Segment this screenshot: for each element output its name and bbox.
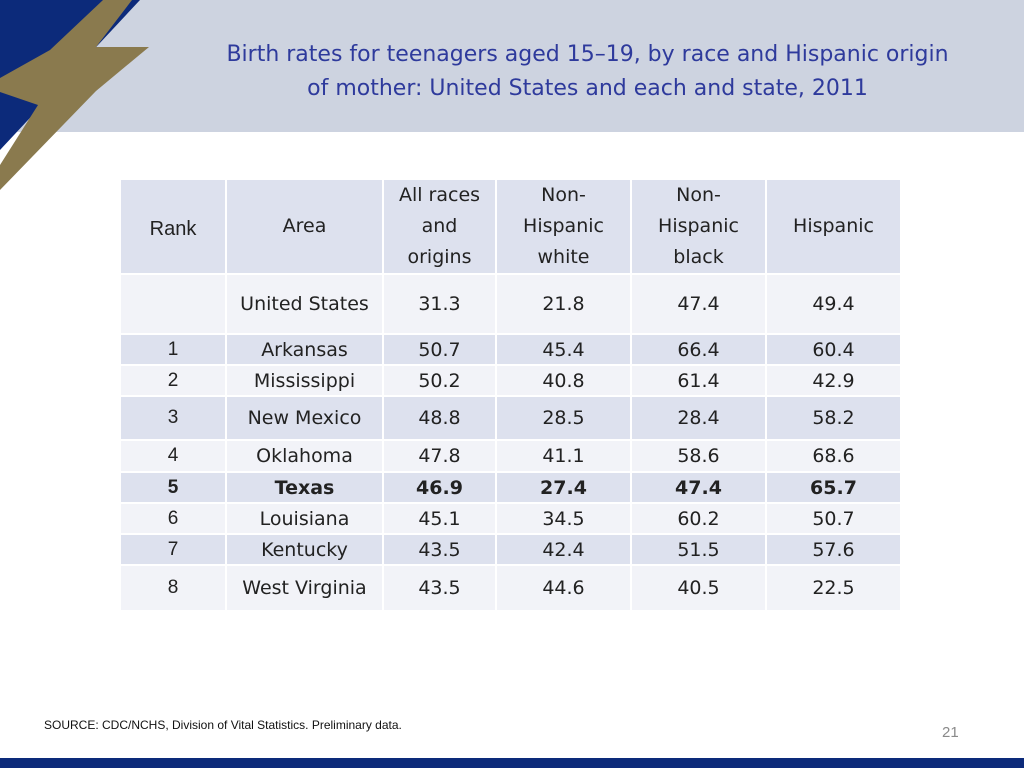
hispanic-cell: 58.2 xyxy=(767,397,900,439)
non-hispanic-white-cell: 45.4 xyxy=(497,335,630,364)
page-title: Birth rates for teenagers aged 15–19, by… xyxy=(200,38,975,106)
header-non-hispanic-black: Non- Hispanic black xyxy=(632,180,765,273)
non-hispanic-white-cell: 44.6 xyxy=(497,566,630,610)
area-cell: United States xyxy=(227,275,382,333)
table-row: 4 Oklahoma 47.8 41.1 58.6 68.6 xyxy=(121,441,900,471)
all-races-cell: 46.9 xyxy=(384,473,495,502)
header-band xyxy=(0,0,1024,132)
header-nhw-line: white xyxy=(537,246,590,268)
non-hispanic-black-cell: 66.4 xyxy=(632,335,765,364)
all-races-cell: 50.2 xyxy=(384,366,495,395)
source-note: SOURCE: CDC/NCHS, Division of Vital Stat… xyxy=(44,718,402,732)
page-number: 21 xyxy=(942,724,959,741)
table-row: 1 Arkansas 50.7 45.4 66.4 60.4 xyxy=(121,335,900,364)
header-nhb-line: Hispanic xyxy=(658,215,739,237)
header-nhw-line: Hispanic xyxy=(523,215,604,237)
table-row: 8 West Virginia 43.5 44.6 40.5 22.5 xyxy=(121,566,900,610)
hispanic-cell: 60.4 xyxy=(767,335,900,364)
rank-cell: 2 xyxy=(121,366,225,395)
all-races-cell: 43.5 xyxy=(384,535,495,564)
all-races-cell: 31.3 xyxy=(384,275,495,333)
birth-rates-table: Rank Area All races and origins Non- His… xyxy=(119,178,902,612)
table-row: 3 New Mexico 48.8 28.5 28.4 58.2 xyxy=(121,397,900,439)
hispanic-cell: 42.9 xyxy=(767,366,900,395)
non-hispanic-white-cell: 41.1 xyxy=(497,441,630,471)
area-cell: Louisiana xyxy=(227,504,382,533)
non-hispanic-black-cell: 28.4 xyxy=(632,397,765,439)
non-hispanic-black-cell: 47.4 xyxy=(632,473,765,502)
area-cell: New Mexico xyxy=(227,397,382,439)
all-races-cell: 43.5 xyxy=(384,566,495,610)
header-hispanic: Hispanic xyxy=(767,180,900,273)
all-races-cell: 48.8 xyxy=(384,397,495,439)
non-hispanic-black-cell: 40.5 xyxy=(632,566,765,610)
non-hispanic-black-cell: 58.6 xyxy=(632,441,765,471)
area-cell: Texas xyxy=(227,473,382,502)
all-races-cell: 45.1 xyxy=(384,504,495,533)
table-row: 2 Mississippi 50.2 40.8 61.4 42.9 xyxy=(121,366,900,395)
all-races-cell: 47.8 xyxy=(384,441,495,471)
header-nhb-line: black xyxy=(673,246,724,268)
all-races-cell: 50.7 xyxy=(384,335,495,364)
title-line-2: of mother: United States and each and st… xyxy=(307,76,868,101)
rank-cell: 5 xyxy=(121,473,225,502)
non-hispanic-black-cell: 61.4 xyxy=(632,366,765,395)
table-row: 6 Louisiana 45.1 34.5 60.2 50.7 xyxy=(121,504,900,533)
header-non-hispanic-white: Non- Hispanic white xyxy=(497,180,630,273)
table-header-row: Rank Area All races and origins Non- His… xyxy=(121,180,900,273)
hispanic-cell: 68.6 xyxy=(767,441,900,471)
header-all-races-line: All races xyxy=(398,184,481,206)
table-row-united-states: United States 31.3 21.8 47.4 49.4 xyxy=(121,275,900,333)
header-all-races: All races and origins xyxy=(384,180,495,273)
non-hispanic-white-cell: 28.5 xyxy=(497,397,630,439)
rank-cell: 4 xyxy=(121,441,225,471)
rank-cell: 6 xyxy=(121,504,225,533)
non-hispanic-black-cell: 60.2 xyxy=(632,504,765,533)
rank-cell: 7 xyxy=(121,535,225,564)
header-nhb-line: Non- xyxy=(676,184,721,206)
hispanic-cell: 49.4 xyxy=(767,275,900,333)
non-hispanic-white-cell: 34.5 xyxy=(497,504,630,533)
hispanic-cell: 22.5 xyxy=(767,566,900,610)
hispanic-cell: 65.7 xyxy=(767,473,900,502)
non-hispanic-white-cell: 27.4 xyxy=(497,473,630,502)
area-cell: Arkansas xyxy=(227,335,382,364)
area-cell: Oklahoma xyxy=(227,441,382,471)
star-logo xyxy=(0,0,149,190)
area-cell: Mississippi xyxy=(227,366,382,395)
non-hispanic-white-cell: 21.8 xyxy=(497,275,630,333)
rank-cell: 3 xyxy=(121,397,225,439)
non-hispanic-black-cell: 51.5 xyxy=(632,535,765,564)
hispanic-cell: 57.6 xyxy=(767,535,900,564)
rank-cell: 1 xyxy=(121,335,225,364)
non-hispanic-white-cell: 40.8 xyxy=(497,366,630,395)
rank-cell: 8 xyxy=(121,566,225,610)
table-row-highlighted: 5 Texas 46.9 27.4 47.4 65.7 xyxy=(121,473,900,502)
header-all-races-line: origins xyxy=(407,246,472,268)
hispanic-cell: 50.7 xyxy=(767,504,900,533)
rank-cell xyxy=(121,275,225,333)
header-area: Area xyxy=(227,180,382,273)
table-row: 7 Kentucky 43.5 42.4 51.5 57.6 xyxy=(121,535,900,564)
header-rank: Rank xyxy=(121,180,225,273)
non-hispanic-black-cell: 47.4 xyxy=(632,275,765,333)
header-nhw-line: Non- xyxy=(541,184,586,206)
title-line-1: Birth rates for teenagers aged 15–19, by… xyxy=(226,42,949,67)
non-hispanic-white-cell: 42.4 xyxy=(497,535,630,564)
area-cell: West Virginia xyxy=(227,566,382,610)
header-all-races-line: and xyxy=(421,215,458,237)
area-cell: Kentucky xyxy=(227,535,382,564)
footer-band xyxy=(0,758,1024,768)
